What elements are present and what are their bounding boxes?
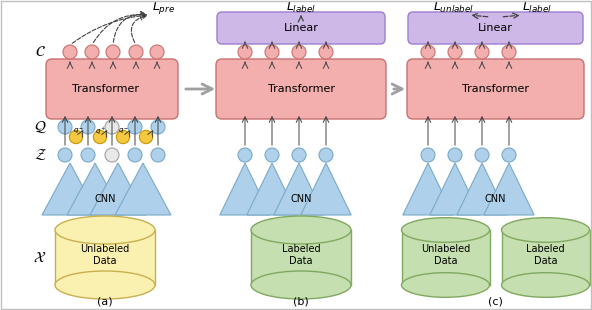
FancyBboxPatch shape xyxy=(408,12,583,44)
Text: $q^-$: $q^-$ xyxy=(118,126,130,136)
Ellipse shape xyxy=(401,218,490,242)
Polygon shape xyxy=(457,163,507,215)
Circle shape xyxy=(139,130,153,144)
Circle shape xyxy=(502,148,516,162)
Polygon shape xyxy=(430,163,480,215)
Polygon shape xyxy=(55,230,155,285)
Text: $L_{label}$: $L_{label}$ xyxy=(523,0,552,15)
Text: $L_{pre}$: $L_{pre}$ xyxy=(152,0,175,16)
Circle shape xyxy=(128,120,142,134)
Circle shape xyxy=(265,148,279,162)
Circle shape xyxy=(238,45,252,59)
Circle shape xyxy=(117,130,130,144)
Ellipse shape xyxy=(401,273,490,297)
Circle shape xyxy=(319,45,333,59)
Circle shape xyxy=(151,148,165,162)
Ellipse shape xyxy=(55,216,155,244)
Circle shape xyxy=(106,45,120,59)
Circle shape xyxy=(319,148,333,162)
Circle shape xyxy=(475,148,489,162)
Circle shape xyxy=(292,148,306,162)
Circle shape xyxy=(85,45,99,59)
Circle shape xyxy=(421,45,435,59)
Ellipse shape xyxy=(251,216,351,244)
Circle shape xyxy=(150,45,164,59)
Circle shape xyxy=(94,130,107,144)
Text: CNN: CNN xyxy=(290,194,312,204)
Text: $\mathcal{Z}$: $\mathcal{Z}$ xyxy=(34,148,46,162)
Polygon shape xyxy=(403,163,453,215)
Text: Linear: Linear xyxy=(284,23,318,33)
FancyBboxPatch shape xyxy=(216,59,386,119)
Text: Unlabeled
Data: Unlabeled Data xyxy=(421,244,470,266)
Text: $\mathcal{Q}$: $\mathcal{Q}$ xyxy=(34,119,46,135)
Text: Labeled
Data: Labeled Data xyxy=(282,244,320,266)
Polygon shape xyxy=(42,163,98,215)
Circle shape xyxy=(105,120,119,134)
FancyBboxPatch shape xyxy=(407,59,584,119)
Ellipse shape xyxy=(251,271,351,299)
Circle shape xyxy=(129,45,143,59)
Circle shape xyxy=(58,148,72,162)
Circle shape xyxy=(502,45,516,59)
Text: $L_{unlabel}$: $L_{unlabel}$ xyxy=(433,0,474,15)
Circle shape xyxy=(448,148,462,162)
Circle shape xyxy=(81,148,95,162)
Text: Transformer: Transformer xyxy=(268,84,334,94)
Polygon shape xyxy=(484,163,534,215)
Polygon shape xyxy=(67,163,123,215)
Ellipse shape xyxy=(501,218,590,242)
Polygon shape xyxy=(90,163,146,215)
Circle shape xyxy=(63,45,77,59)
Polygon shape xyxy=(501,230,590,285)
Text: CNN: CNN xyxy=(94,194,116,204)
Text: Transformer: Transformer xyxy=(72,84,139,94)
Text: $q^+$: $q^+$ xyxy=(95,125,107,137)
Circle shape xyxy=(475,45,489,59)
Text: Labeled
Data: Labeled Data xyxy=(526,244,565,266)
Text: Unlabeled
Data: Unlabeled Data xyxy=(81,244,130,266)
Ellipse shape xyxy=(55,271,155,299)
Text: Transformer: Transformer xyxy=(462,84,529,94)
FancyBboxPatch shape xyxy=(217,12,385,44)
Circle shape xyxy=(238,148,252,162)
Circle shape xyxy=(81,120,95,134)
Text: CNN: CNN xyxy=(485,194,506,204)
Circle shape xyxy=(448,45,462,59)
Text: $q^-$: $q^-$ xyxy=(73,126,85,136)
Text: (b): (b) xyxy=(293,297,309,307)
Text: (a): (a) xyxy=(97,297,113,307)
Circle shape xyxy=(128,148,142,162)
Circle shape xyxy=(58,120,72,134)
Polygon shape xyxy=(301,163,351,215)
Polygon shape xyxy=(401,230,490,285)
Text: $\mathcal{C}$: $\mathcal{C}$ xyxy=(34,45,46,60)
Circle shape xyxy=(69,130,83,144)
Circle shape xyxy=(292,45,306,59)
Polygon shape xyxy=(115,163,171,215)
Text: Linear: Linear xyxy=(478,23,513,33)
Polygon shape xyxy=(251,230,351,285)
Circle shape xyxy=(265,45,279,59)
Polygon shape xyxy=(247,163,297,215)
Ellipse shape xyxy=(501,273,590,297)
Text: $\mathcal{X}$: $\mathcal{X}$ xyxy=(33,250,47,265)
FancyBboxPatch shape xyxy=(46,59,178,119)
Circle shape xyxy=(421,148,435,162)
Text: $L_{label}$: $L_{label}$ xyxy=(286,0,316,15)
Polygon shape xyxy=(220,163,270,215)
Circle shape xyxy=(151,120,165,134)
Circle shape xyxy=(105,148,119,162)
Text: (c): (c) xyxy=(488,297,503,307)
Polygon shape xyxy=(274,163,324,215)
